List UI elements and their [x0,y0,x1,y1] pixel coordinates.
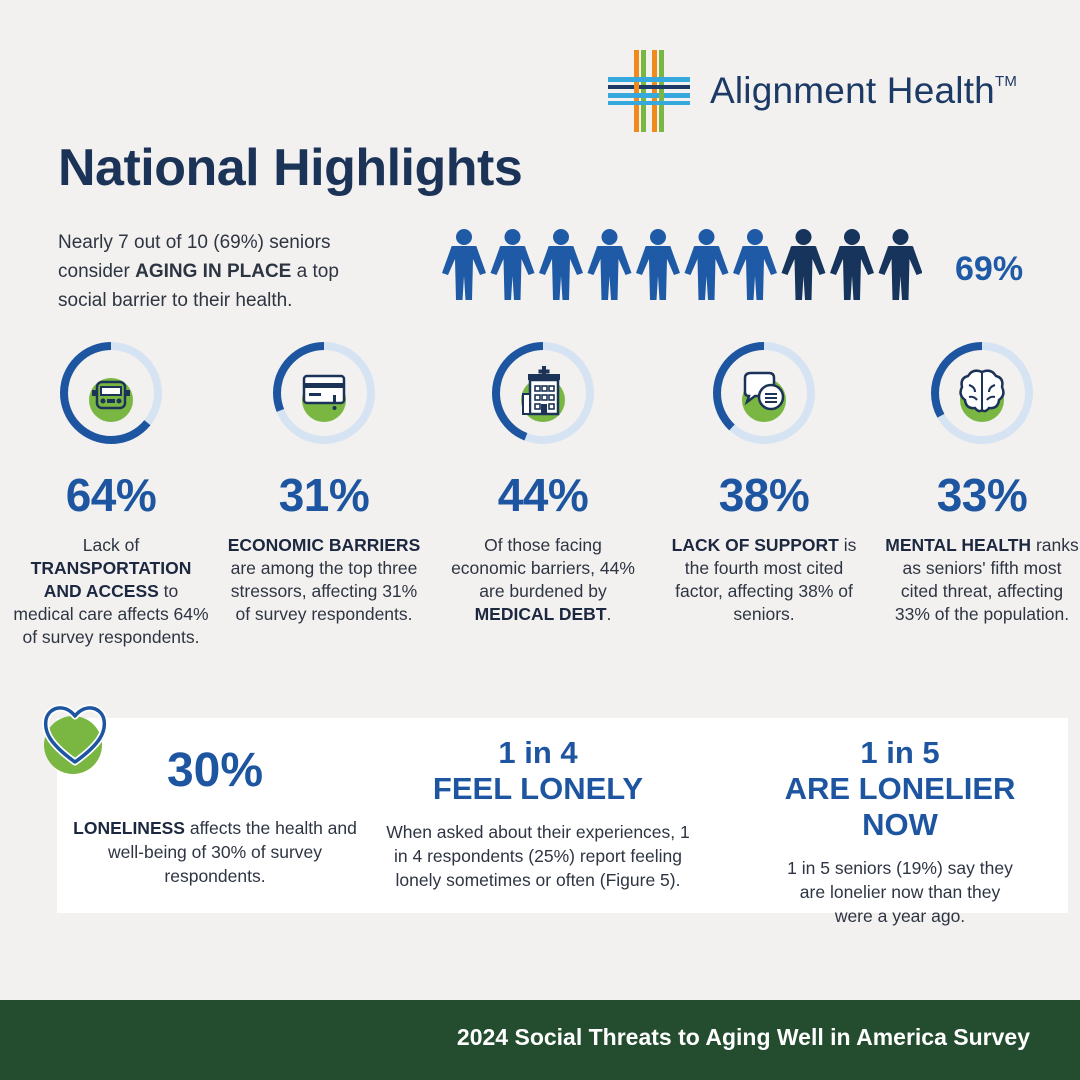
chat-bubbles-icon [743,371,785,411]
person-icon [684,229,729,300]
feel-lonely-heading: FEEL LONELY [432,771,644,806]
description-text: to medical care affects 64% of survey re… [13,581,209,647]
description-text: . [606,604,612,624]
stat-mental-health: 33% MENTAL HEALTH ranks as seniors' fift… [884,340,1080,626]
description-emphasis: TRANSPORTATION AND ACCESS [30,558,192,601]
credit-card-alert-icon [302,374,346,410]
cross-weave-logo-icon [608,50,690,132]
intro-pre: Nearly 7 out of 10 (69%) seniors conside… [58,232,331,282]
intro-bold: AGING IN PLACE [135,261,292,282]
description-text: Lack of [82,535,140,555]
description-emphasis: ECONOMIC BARRIERS [227,535,421,555]
stat-description: Lack of TRANSPORTATION AND ACCESS to med… [13,534,209,649]
ring-progress-arc [60,342,162,444]
hospital-icon [522,366,560,416]
loneliness-description: LONELINESS affects the health and well-b… [70,816,360,888]
person-icon [490,229,535,300]
brain-icon [959,369,1005,413]
stat-value: 38% [718,469,810,521]
description-text: are among the top three stressors, affec… [230,558,418,624]
description-emphasis: MEDICAL DEBT [474,604,607,624]
loneliness-bold: LONELINESS [73,818,185,838]
stat-value: 64% [65,469,157,521]
progress-ring [713,342,815,444]
person-icon [878,229,922,300]
stat-value: 44% [497,469,589,521]
person-icon [781,229,826,300]
description-emphasis: LACK OF SUPPORT [671,535,839,555]
car-icon [92,380,130,410]
person-icon [539,229,583,300]
lonelier-now-ratio: 1 in 5 [860,735,940,770]
footer-bar: 2024 Social Threats to Aging Well in Ame… [0,1000,1080,1080]
page-title: National Highlights [58,139,523,197]
stat-description: MENTAL HEALTH ranks as seniors' fifth mo… [884,534,1080,626]
stat-lack-of-support: 38% LACK OF SUPPORT is the fourth most c… [666,340,862,626]
trademark: TM [994,73,1018,90]
stat-description: ECONOMIC BARRIERS are among the top thre… [226,534,422,626]
stat-transportation: 64% Lack of TRANSPORTATION AND ACCESS to… [13,340,209,649]
description-emphasis: MENTAL HEALTH [885,535,1032,555]
intro-post: a top social barrier to their health. [58,261,339,311]
stat-medical-debt: 44% Of those facing economic barriers, 4… [445,340,641,626]
progress-ring [931,342,1033,444]
feel-lonely-description: When asked about their experiences, 1 in… [386,822,690,890]
description-text: Of those facing economic barriers, 44% a… [451,535,635,601]
description-text: ranks as seniors' fifth most cited threa… [894,535,1079,624]
person-icon [733,229,777,300]
stat-description: Of those facing economic barriers, 44% a… [445,534,641,626]
loneliness-rest: affects the health and well-being of 30%… [108,818,357,886]
lonelier-now-heading: ARE LONELIER NOW [784,771,1016,842]
stat-value: 33% [936,469,1028,521]
person-icon [830,229,874,300]
progress-ring [492,342,594,444]
ring-progress-arc [492,342,594,444]
person-icon [587,229,632,300]
description-text: is the fourth most cited factor, affecti… [675,535,857,624]
lonelier-now-stat: 1 in 5 ARE LONELIER NOW 1 in 5 seniors (… [745,735,1055,928]
lonelier-now-description: 1 in 5 seniors (19%) say they are loneli… [787,858,1013,926]
progress-ring [60,342,162,444]
alignment-health-logo: Alignment HealthTM [608,50,1017,132]
progress-ring [273,342,375,444]
people-percent: 69% [955,250,1024,288]
feel-lonely-stat: 1 in 4 FEEL LONELY When asked about thei… [382,735,694,892]
person-icon [442,229,486,300]
person-icon [636,229,680,300]
stat-value: 31% [278,469,370,521]
stat-description: LACK OF SUPPORT is the fourth most cited… [666,534,862,626]
loneliness-card [57,718,1068,913]
feel-lonely-ratio: 1 in 4 [498,735,578,770]
ring-progress-arc [713,342,815,444]
stat-economic-barriers: 31% ECONOMIC BARRIERS are among the top … [226,340,422,626]
people-icon-row [442,229,922,300]
ring-progress-arc [273,342,375,444]
brand-name: Alignment HealthTM [710,70,1018,111]
heart-icon [42,704,108,774]
loneliness-value: 30% [166,744,264,797]
ring-progress-arc [931,342,1033,444]
intro-text: Nearly 7 out of 10 (69%) seniors conside… [58,228,388,315]
loneliness-stat: 30% LONELINESS affects the health and we… [70,743,360,888]
footer-survey-title: 2024 Social Threats to Aging Well in Ame… [456,1024,1030,1050]
